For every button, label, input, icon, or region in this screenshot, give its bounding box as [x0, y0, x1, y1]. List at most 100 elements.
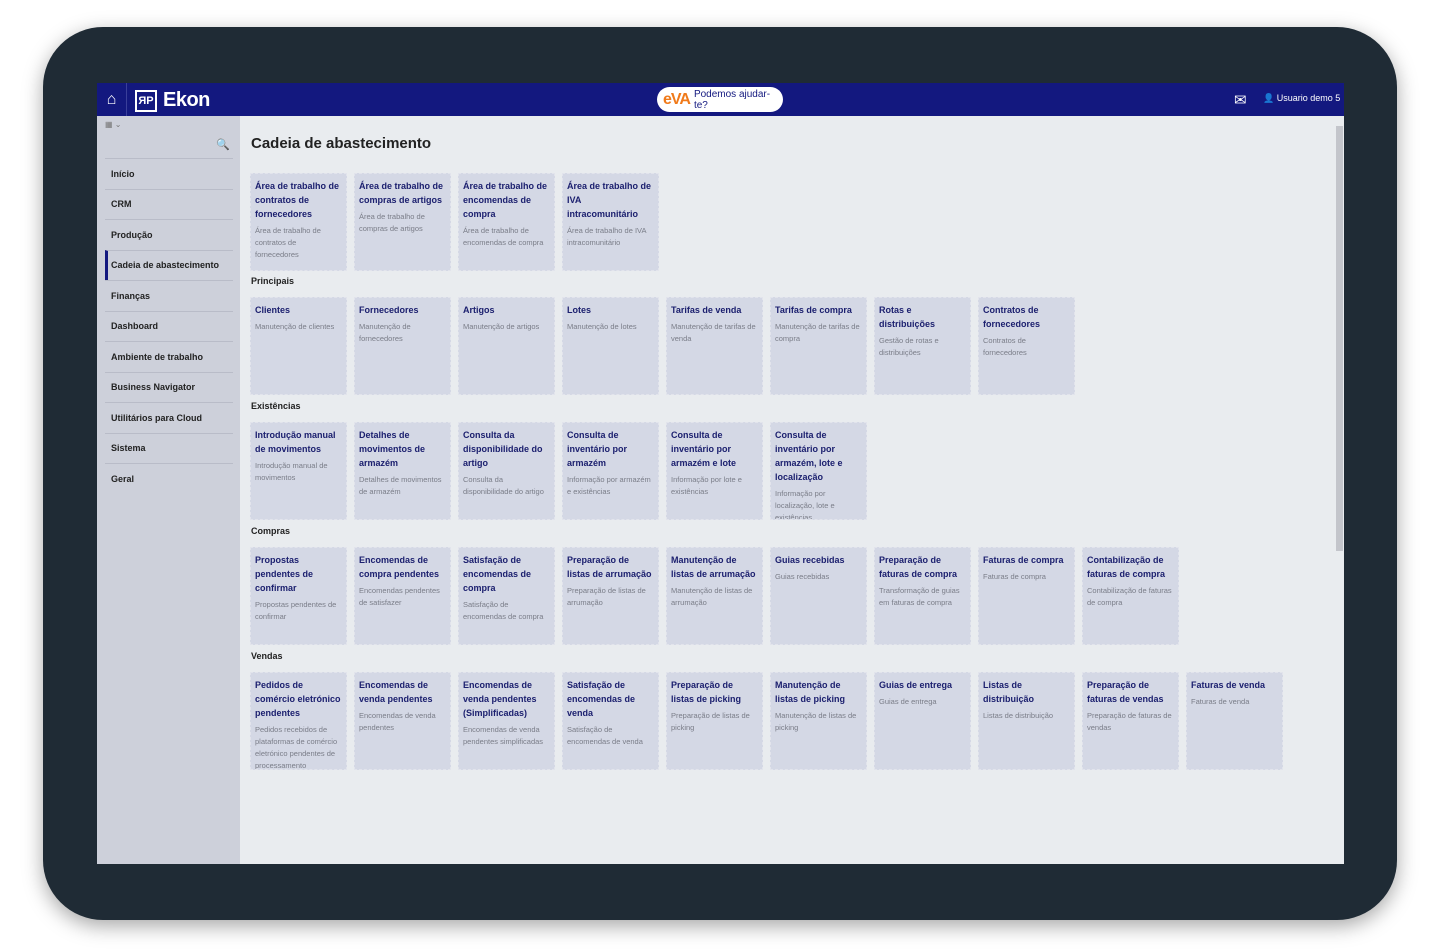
sidebar-item-label: Utilitários para Cloud	[111, 412, 203, 423]
module-tile[interactable]: Encomendas de compra pendentes Encomendas…	[354, 547, 451, 645]
tile-description: Detalhes de movimentos de armazém	[359, 475, 442, 496]
sidebar-item[interactable]: Sistema	[105, 432, 233, 463]
module-tile[interactable]: Consulta de inventário por armazém Inform…	[562, 422, 659, 520]
module-tile[interactable]: Tarifas de compra Manutenção de tarifas d…	[770, 297, 867, 395]
scrollbar-thumb[interactable]	[1336, 126, 1343, 551]
tile-title: Rotas e distribuições	[879, 305, 936, 329]
module-tile[interactable]: Faturas de venda Faturas de venda	[1186, 672, 1283, 770]
sidebar-item[interactable]: Início	[105, 158, 233, 188]
tile-title: Área de trabalho de IVA intracomunitário	[567, 181, 652, 219]
module-tile[interactable]: Lotes Manutenção de lotes	[562, 297, 659, 395]
eva-assistant-button[interactable]: eVA Podemos ajudar-te?	[657, 87, 783, 112]
sidebar-item[interactable]: Ambiente de trabalho	[105, 341, 233, 371]
module-tile[interactable]: Consulta da disponibilidade do artigo Con…	[458, 422, 555, 520]
module-tile[interactable]: Preparação de listas de picking Preparaçã…	[666, 672, 763, 770]
tile-description: Área de trabalho de encomendas de compra	[463, 226, 544, 247]
sidebar-item[interactable]: Utilitários para Cloud	[105, 402, 233, 432]
tile-title: Encomendas de venda pendentes (Simplific…	[463, 680, 537, 718]
module-tile[interactable]: Manutenção de listas de picking Manutençã…	[770, 672, 867, 770]
tile-title: Faturas de compra	[983, 555, 1064, 565]
module-tile[interactable]: Manutenção de listas de arrumação Manuten…	[666, 547, 763, 645]
tile-title: Clientes	[255, 305, 291, 315]
module-tile[interactable]: Pedidos de comércio eletrónico pendentes…	[250, 672, 347, 770]
module-tile[interactable]: Área de trabalho de IVA intracomunitário…	[562, 173, 659, 271]
tile-description: Manutenção de tarifas de compra	[775, 322, 860, 343]
tile-title: Preparação de listas de arrumação	[567, 555, 652, 579]
sidebar-item[interactable]: Business Navigator	[105, 371, 233, 402]
tile-title: Guias de entrega	[879, 680, 953, 690]
section-label: Vendas	[251, 651, 283, 661]
scrollbar[interactable]	[1335, 116, 1344, 864]
module-tile[interactable]: Preparação de faturas de vendas Preparaçã…	[1082, 672, 1179, 770]
module-tile[interactable]: Área de trabalho de compras de artigos Ár…	[354, 173, 451, 271]
sidebar-item-label: Produção	[111, 229, 153, 240]
tile-description: Contratos de fornecedores	[983, 336, 1027, 357]
module-tile[interactable]: Satisfação de encomendas de venda Satisfa…	[562, 672, 659, 770]
module-tile[interactable]: Detalhes de movimentos de armazém Detalhe…	[354, 422, 451, 520]
module-tile[interactable]: Satisfação de encomendas de compra Satisf…	[458, 547, 555, 645]
sidebar-item-label: Ambiente de trabalho	[111, 351, 204, 362]
module-tile[interactable]: Rotas e distribuições Gestão de rotas e d…	[874, 297, 971, 395]
sidebar-item[interactable]: Dashboard	[105, 310, 233, 341]
sidebar-item[interactable]: Finanças	[105, 280, 233, 310]
user-menu[interactable]: 👤 Usuario demo 5	[1263, 93, 1340, 104]
module-tile[interactable]: Fornecedores Manutenção de fornecedores	[354, 297, 451, 395]
tile-description: Propostas pendentes de confirmar	[255, 600, 337, 621]
module-tile[interactable]: Encomendas de venda pendentes Encomendas …	[354, 672, 451, 770]
module-tile[interactable]: Introdução manual de movimentos Introduçã…	[250, 422, 347, 520]
tile-title: Faturas de venda	[1191, 680, 1266, 690]
tile-description: Faturas de compra	[983, 572, 1046, 581]
home-icon[interactable]: ⌂	[97, 83, 127, 116]
sidebar-item[interactable]: CRM	[105, 188, 233, 219]
sidebar-item-label: Cadeia de abastecimento	[111, 260, 220, 270]
section-label: Compras	[251, 526, 291, 536]
sidebar-item[interactable]: Geral	[105, 463, 233, 493]
tile-description: Informação por lote e existências	[671, 475, 742, 496]
tile-description: Contabilização de faturas de compra	[1087, 586, 1172, 607]
logo-text: Ekon	[163, 89, 210, 111]
module-tile[interactable]: Preparação de listas de arrumação Prepara…	[562, 547, 659, 645]
tile-description: Encomendas de venda pendentes simplifica…	[463, 725, 544, 746]
tile-description: Preparação de listas de arrumação	[567, 586, 646, 607]
tile-description: Introdução manual de movimentos	[255, 461, 328, 482]
module-tile[interactable]: Guias de entrega Guias de entrega	[874, 672, 971, 770]
app-window: ⌂ ЯP Ekon eVA Podemos ajudar-te? ✉ 👤 Usu…	[97, 83, 1344, 864]
menu-toggle-icon[interactable]: ▦ ⌄	[105, 120, 122, 129]
tile-description: Listas de distribuição	[983, 711, 1054, 720]
module-tile[interactable]: Propostas pendentes de confirmar Proposta…	[250, 547, 347, 645]
logo[interactable]: ЯP Ekon	[135, 89, 210, 112]
sidebar-item-label: Finanças	[111, 290, 151, 301]
module-tile[interactable]: Faturas de compra Faturas de compra	[978, 547, 1075, 645]
tile-description: Gestão de rotas e distribuições	[879, 336, 939, 357]
tile-description: Preparação de listas de picking	[671, 711, 750, 732]
tile-title: Contratos de fornecedores	[983, 305, 1041, 329]
module-tile[interactable]: Guias recebidas Guias recebidas	[770, 547, 867, 645]
module-tile[interactable]: Encomendas de venda pendentes (Simplific…	[458, 672, 555, 770]
sidebar-item-label: Sistema	[111, 443, 146, 453]
tile-description: Manutenção de fornecedores	[359, 322, 411, 343]
tile-description: Encomendas de venda pendentes	[359, 711, 436, 732]
sidebar-item[interactable]: Produção	[105, 219, 233, 249]
tile-title: Consulta de inventário por armazém, lote…	[775, 430, 843, 482]
sidebar-item[interactable]: Cadeia de abastecimento	[105, 249, 233, 280]
tile-description: Satisfação de encomendas de venda	[567, 725, 643, 746]
search-icon[interactable]: 🔍	[216, 139, 230, 151]
tile-description: Pedidos recebidos de plataformas de comé…	[255, 725, 338, 770]
module-tile[interactable]: Contratos de fornecedores Contratos de fo…	[978, 297, 1075, 395]
tile-title: Encomendas de venda pendentes	[359, 680, 433, 704]
tile-title: Lotes	[567, 305, 592, 315]
tile-title: Guias recebidas	[775, 555, 845, 565]
module-tile[interactable]: Área de trabalho de encomendas de compra…	[458, 173, 555, 271]
module-tile[interactable]: Contabilização de faturas de compra Conta…	[1082, 547, 1179, 645]
module-tile[interactable]: Clientes Manutenção de clientes	[250, 297, 347, 395]
module-tile[interactable]: Artigos Manutenção de artigos	[458, 297, 555, 395]
tile-description: Consulta da disponibilidade do artigo	[463, 475, 544, 496]
module-tile[interactable]: Consulta de inventário por armazém e lot…	[666, 422, 763, 520]
module-tile[interactable]: Preparação de faturas de compra Transform…	[874, 547, 971, 645]
tile-row: Pedidos de comércio eletrónico pendentes…	[250, 672, 1283, 770]
module-tile[interactable]: Listas de distribuição Listas de distribu…	[978, 672, 1075, 770]
module-tile[interactable]: Tarifas de venda Manutenção de tarifas de…	[666, 297, 763, 395]
mail-icon[interactable]: ✉	[1234, 92, 1247, 109]
module-tile[interactable]: Área de trabalho de contratos de fornece…	[250, 173, 347, 271]
module-tile[interactable]: Consulta de inventário por armazém, lote…	[770, 422, 867, 520]
